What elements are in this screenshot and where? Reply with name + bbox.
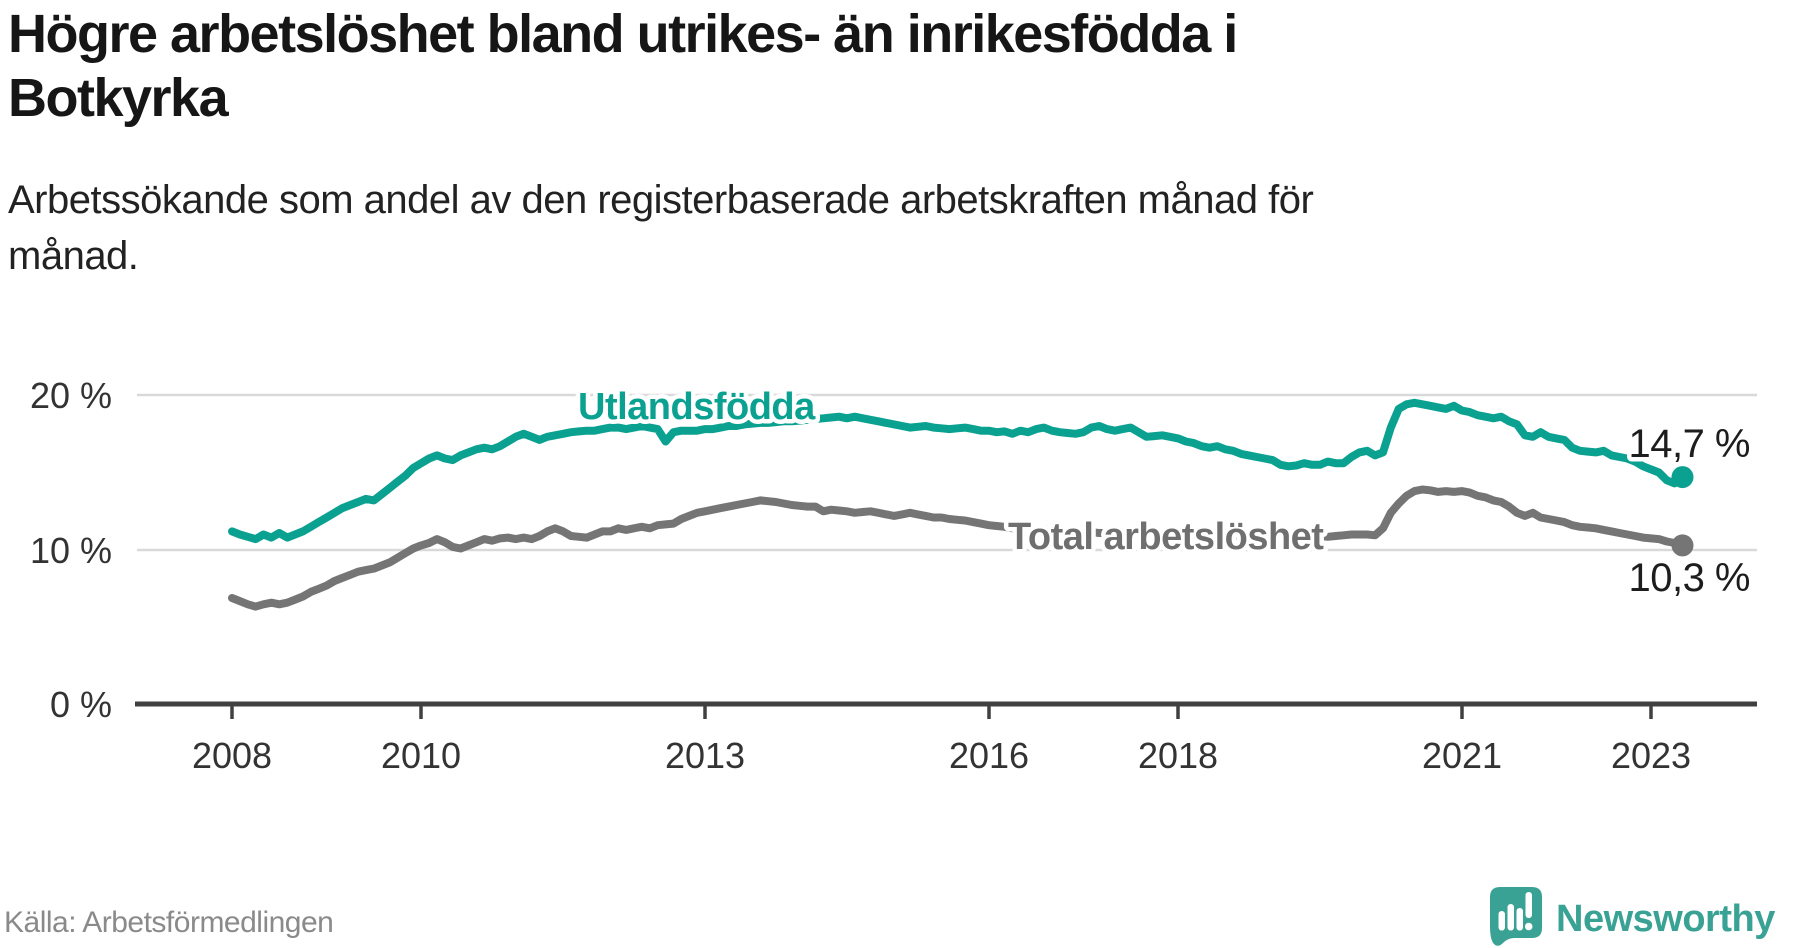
chart-title: Högre arbetslöshet bland utrikes- än inr… <box>8 2 1508 130</box>
x-tick-label-2023: 2023 <box>1611 735 1691 776</box>
x-tick-label-2010: 2010 <box>381 735 461 776</box>
x-tick-label-2021: 2021 <box>1422 735 1502 776</box>
y-tick-label-20pct: 20 % <box>30 375 112 416</box>
x-tick-label-2008: 2008 <box>192 735 272 776</box>
series-label-total-arbetsloshet: Total arbetslöshet <box>1008 516 1324 558</box>
series-line-utlandsfodda <box>228 398 1687 544</box>
chart-subtitle-line1: Arbetssökande som andel av den registerb… <box>8 178 1314 222</box>
series-endpoint-dot-utlandsfodda <box>1671 466 1694 489</box>
chart-title-line1: Högre arbetslöshet bland utrikes- än inr… <box>8 4 1238 64</box>
series-endpoint-dot-total <box>1671 534 1694 557</box>
x-tick-label-2016: 2016 <box>949 735 1029 776</box>
series-label-utlandsfodda: Utlandsfödda <box>578 386 816 428</box>
source-note: Källa: Arbetsförmedlingen <box>4 906 334 939</box>
chart-subtitle-line2: månad. <box>8 234 139 278</box>
x-tick-label-2013: 2013 <box>665 735 745 776</box>
chart-title-line2: Botkyrka <box>8 68 229 128</box>
y-tick-label-10pct: 10 % <box>30 530 112 571</box>
newsworthy-logo-bars-icon <box>1498 892 1533 931</box>
value-label-utlandsfodda: 14,7 % <box>1628 422 1750 466</box>
chart-subtitle: Arbetssökande som andel av den registerb… <box>8 172 1508 284</box>
x-tick-label-2018: 2018 <box>1138 735 1218 776</box>
y-tick-label-0pct: 0 % <box>50 684 112 725</box>
newsworthy-wordmark: Newsworthy <box>1556 898 1775 940</box>
newsworthy-logo: Newsworthy <box>1490 887 1776 946</box>
newsworthy-logo-icon <box>1490 887 1542 946</box>
series-line-total-arbetsloshet <box>228 485 1687 611</box>
value-label-total: 10,3 % <box>1628 556 1750 600</box>
